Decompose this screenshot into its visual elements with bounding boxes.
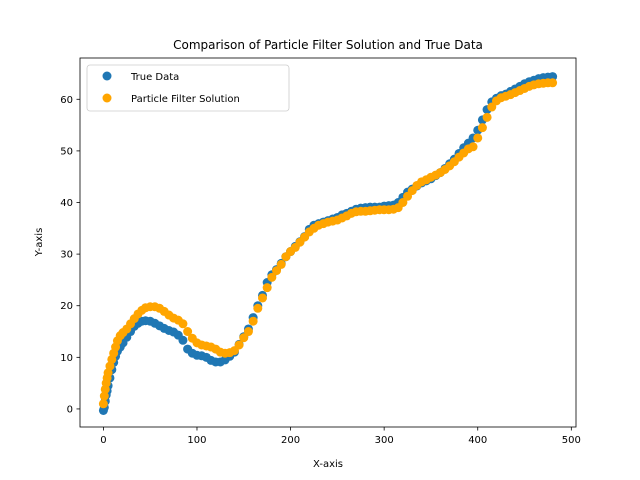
x-tick-label: 200 [281,435,300,446]
data-point [548,78,558,88]
y-tick-label: 30 [60,250,73,261]
x-axis-label: X-axis [313,459,343,470]
y-tick-label: 10 [60,353,73,364]
data-point [468,142,478,152]
y-tick-label: 50 [60,146,73,157]
data-point [239,333,249,343]
data-point [262,283,272,293]
plot-area: 0 100 200 300 400 500 0 10 20 30 40 50 60 [60,57,581,446]
data-point [253,303,263,313]
legend-label: Particle Filter Solution [131,94,240,105]
data-point [98,399,108,409]
x-tick-label: 300 [375,435,394,446]
data-point [272,266,282,276]
data-point [248,316,258,326]
x-tick-label: 500 [562,435,581,446]
y-tick-label: 20 [60,301,73,312]
data-point [234,340,244,350]
data-point [183,327,193,337]
data-point [99,391,109,401]
y-tick-label: 60 [60,95,73,106]
axes-frame [79,57,577,428]
legend-marker [102,93,112,103]
data-point [487,102,497,112]
x-tick-label: 0 [100,435,106,446]
series-2 [98,78,558,409]
x-tick-label: 400 [468,435,487,446]
data-point [267,272,277,282]
y-tick-label: 40 [60,198,73,209]
y-tick-label: 0 [67,404,73,415]
data-point [398,198,408,207]
data-point [178,319,188,329]
data-point [257,293,267,303]
chart-title: Comparison of Particle Filter Solution a… [173,38,483,52]
y-axis-label: Y-axis [34,228,45,258]
data-point [482,112,492,122]
data-point [276,259,286,269]
legend-label: True Data [130,72,179,83]
x-tick-label: 100 [187,435,206,446]
data-point [548,72,558,82]
data-point [473,133,483,143]
legend-box [86,64,290,112]
legend: True Data Particle Filter Solution [86,64,290,112]
data-point [243,327,253,337]
data-point [178,335,188,345]
data-point [477,123,487,133]
legend-marker [102,71,112,81]
